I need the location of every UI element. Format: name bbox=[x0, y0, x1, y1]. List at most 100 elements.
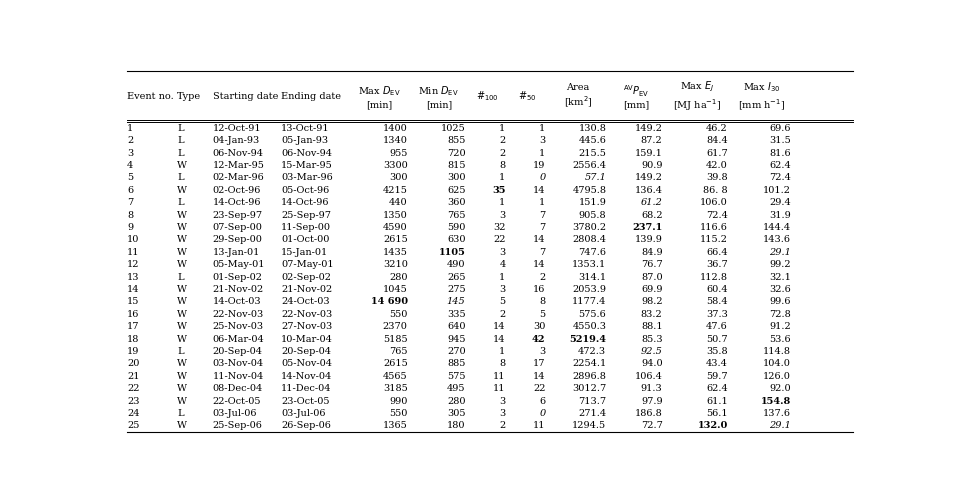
Text: 11: 11 bbox=[533, 421, 546, 430]
Text: 22: 22 bbox=[533, 384, 546, 393]
Text: 19: 19 bbox=[127, 347, 140, 356]
Text: 130.8: 130.8 bbox=[578, 124, 606, 133]
Text: W: W bbox=[177, 186, 187, 195]
Text: 99.2: 99.2 bbox=[770, 260, 791, 269]
Text: 126.0: 126.0 bbox=[763, 372, 791, 381]
Text: 19: 19 bbox=[533, 161, 546, 170]
Text: W: W bbox=[177, 285, 187, 294]
Text: 14 690: 14 690 bbox=[371, 297, 407, 306]
Text: 97.9: 97.9 bbox=[641, 397, 663, 406]
Text: 7: 7 bbox=[539, 223, 546, 232]
Text: 132.0: 132.0 bbox=[698, 421, 728, 430]
Text: 237.1: 237.1 bbox=[632, 223, 663, 232]
Text: 61.7: 61.7 bbox=[706, 149, 728, 158]
Text: 72.4: 72.4 bbox=[706, 210, 728, 219]
Text: L: L bbox=[177, 149, 184, 158]
Text: 5: 5 bbox=[127, 173, 133, 182]
Text: 5: 5 bbox=[499, 297, 506, 306]
Text: 4: 4 bbox=[127, 161, 133, 170]
Text: 3210: 3210 bbox=[382, 260, 407, 269]
Text: L: L bbox=[177, 347, 184, 356]
Text: 22: 22 bbox=[127, 384, 140, 393]
Text: 06-Mar-04: 06-Mar-04 bbox=[213, 334, 265, 343]
Text: 83.2: 83.2 bbox=[641, 310, 663, 319]
Text: 114.8: 114.8 bbox=[763, 347, 791, 356]
Text: 07-May-01: 07-May-01 bbox=[281, 260, 334, 269]
Text: 88.1: 88.1 bbox=[641, 322, 663, 331]
Text: 22-Nov-03: 22-Nov-03 bbox=[213, 310, 264, 319]
Text: 46.2: 46.2 bbox=[706, 124, 728, 133]
Text: 23: 23 bbox=[127, 397, 140, 406]
Text: 57.1: 57.1 bbox=[584, 173, 606, 182]
Text: 495: 495 bbox=[447, 384, 466, 393]
Text: 10: 10 bbox=[127, 235, 140, 245]
Text: 13-Jan-01: 13-Jan-01 bbox=[213, 248, 260, 257]
Text: L: L bbox=[177, 198, 184, 207]
Text: 2615: 2615 bbox=[383, 235, 407, 245]
Text: 84.9: 84.9 bbox=[641, 248, 663, 257]
Text: 87.2: 87.2 bbox=[641, 136, 663, 145]
Text: 92.5: 92.5 bbox=[641, 347, 663, 356]
Text: 1025: 1025 bbox=[441, 124, 466, 133]
Text: 8: 8 bbox=[499, 161, 506, 170]
Text: 106.0: 106.0 bbox=[700, 198, 728, 207]
Text: 0: 0 bbox=[539, 409, 546, 418]
Text: 590: 590 bbox=[447, 223, 466, 232]
Text: 17: 17 bbox=[533, 359, 546, 369]
Text: L: L bbox=[177, 409, 184, 418]
Text: 280: 280 bbox=[447, 397, 466, 406]
Text: 180: 180 bbox=[447, 421, 466, 430]
Text: 1105: 1105 bbox=[439, 248, 466, 257]
Text: 22-Oct-05: 22-Oct-05 bbox=[213, 397, 261, 406]
Text: 42.0: 42.0 bbox=[706, 161, 728, 170]
Text: 98.2: 98.2 bbox=[641, 297, 663, 306]
Text: 35: 35 bbox=[492, 186, 506, 195]
Text: 765: 765 bbox=[389, 347, 407, 356]
Text: 99.6: 99.6 bbox=[770, 297, 791, 306]
Text: 2: 2 bbox=[539, 273, 546, 282]
Text: 1: 1 bbox=[539, 149, 546, 158]
Text: 305: 305 bbox=[447, 409, 466, 418]
Text: 154.8: 154.8 bbox=[761, 397, 791, 406]
Text: 68.2: 68.2 bbox=[641, 210, 663, 219]
Text: 14: 14 bbox=[533, 235, 546, 245]
Text: W: W bbox=[177, 248, 187, 257]
Text: W: W bbox=[177, 421, 187, 430]
Text: 625: 625 bbox=[447, 186, 466, 195]
Text: 2808.4: 2808.4 bbox=[573, 235, 606, 245]
Text: 1177.4: 1177.4 bbox=[572, 297, 606, 306]
Text: 955: 955 bbox=[389, 149, 407, 158]
Text: W: W bbox=[177, 310, 187, 319]
Text: 85.3: 85.3 bbox=[641, 334, 663, 343]
Text: L: L bbox=[177, 136, 184, 145]
Text: 720: 720 bbox=[446, 149, 466, 158]
Text: 81.6: 81.6 bbox=[770, 149, 791, 158]
Text: 13: 13 bbox=[127, 273, 140, 282]
Text: 15-Jan-01: 15-Jan-01 bbox=[281, 248, 328, 257]
Text: 03-Jul-06: 03-Jul-06 bbox=[281, 409, 325, 418]
Text: 05-Nov-04: 05-Nov-04 bbox=[281, 359, 332, 369]
Text: 1340: 1340 bbox=[382, 136, 407, 145]
Text: 21: 21 bbox=[127, 372, 140, 381]
Text: 575: 575 bbox=[447, 372, 466, 381]
Text: 3: 3 bbox=[499, 397, 506, 406]
Text: 9: 9 bbox=[127, 223, 133, 232]
Text: 11: 11 bbox=[493, 372, 506, 381]
Text: 104.0: 104.0 bbox=[763, 359, 791, 369]
Text: 1400: 1400 bbox=[383, 124, 407, 133]
Text: 72.4: 72.4 bbox=[769, 173, 791, 182]
Text: 490: 490 bbox=[447, 260, 466, 269]
Text: 440: 440 bbox=[389, 198, 407, 207]
Text: 101.2: 101.2 bbox=[763, 186, 791, 195]
Text: 3: 3 bbox=[499, 285, 506, 294]
Text: 2: 2 bbox=[127, 136, 133, 145]
Text: W: W bbox=[177, 297, 187, 306]
Text: 3: 3 bbox=[499, 210, 506, 219]
Text: 14: 14 bbox=[533, 260, 546, 269]
Text: 14: 14 bbox=[533, 186, 546, 195]
Text: 05-May-01: 05-May-01 bbox=[213, 260, 266, 269]
Text: 6: 6 bbox=[127, 186, 133, 195]
Text: 747.6: 747.6 bbox=[578, 248, 606, 257]
Text: 300: 300 bbox=[389, 173, 407, 182]
Text: 31.9: 31.9 bbox=[769, 210, 791, 219]
